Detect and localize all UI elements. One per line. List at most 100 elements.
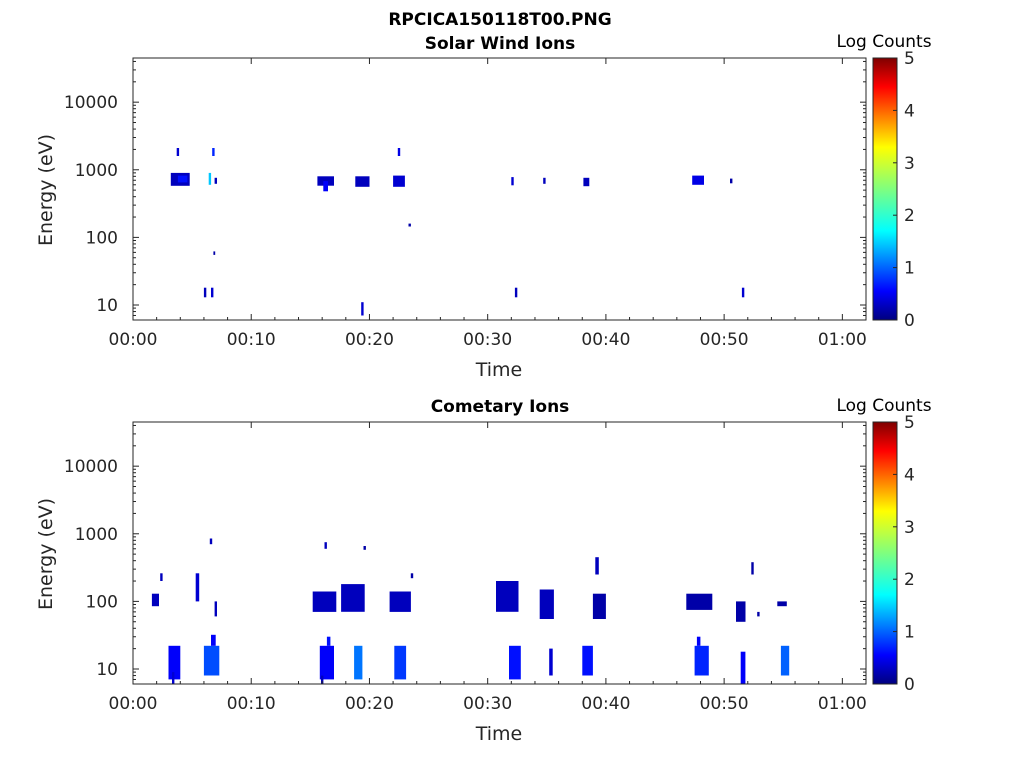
heatmap-cell <box>777 601 787 607</box>
colorbar-ticks: 0 1 2 3 4 5 <box>893 413 915 695</box>
heatmap-cell <box>168 645 181 680</box>
heatmap-cells <box>151 538 790 684</box>
colorbar-label: Log Counts <box>836 396 931 416</box>
x-tick-label: 00:20 <box>345 694 394 714</box>
heatmap-cell <box>583 177 590 187</box>
heatmap-cell <box>410 573 414 579</box>
y-tick-label: 100 <box>86 228 118 248</box>
colorbar-tick-label: 0 <box>904 675 915 695</box>
colorbar-tick-label: 3 <box>904 518 915 538</box>
y-axis-label: Energy (eV) <box>35 498 57 610</box>
y-axis: 10 100 1000 10000 <box>64 424 866 685</box>
heatmap-cell <box>211 634 216 646</box>
heatmap-cell <box>543 177 546 184</box>
plot-frame <box>132 57 867 321</box>
heatmap-cell <box>509 645 521 680</box>
x-tick-label: 00:30 <box>463 694 512 714</box>
heatmap-cell <box>757 611 760 617</box>
heatmap-cell <box>363 546 366 550</box>
heatmap-cell <box>323 181 328 192</box>
heatmap-cell <box>151 593 159 607</box>
x-tick-label: 00:10 <box>227 694 276 714</box>
heatmap-cell <box>751 562 754 575</box>
heatmap-cell <box>780 645 790 676</box>
heatmap-cell <box>686 593 713 610</box>
x-axis: 00:00 00:10 00:20 00:30 00:40 00:50 01:00 <box>109 422 867 714</box>
x-axis: 00:00 00:10 00:20 00:30 00:40 00:50 01:00 <box>109 58 867 350</box>
colorbar-tick-label: 1 <box>904 623 915 643</box>
heatmap-cell <box>324 542 327 549</box>
y-tick-label: 10000 <box>64 457 118 477</box>
heatmap-cell <box>736 601 746 622</box>
heatmap-cell <box>692 175 704 185</box>
x-axis-label: Time <box>475 723 523 745</box>
heatmap-cell <box>195 573 200 602</box>
colorbar-tick-label: 1 <box>904 259 915 279</box>
colorbar-tick-label: 0 <box>904 311 915 331</box>
heatmap-cell <box>341 584 365 612</box>
heatmap-cell <box>511 177 514 186</box>
x-tick-label: 00:20 <box>345 330 394 350</box>
colorbar-tick-label: 4 <box>904 101 915 121</box>
y-tick-label: 1000 <box>75 161 118 181</box>
heatmap-cell <box>496 581 519 612</box>
x-tick-label: 01:00 <box>818 330 867 350</box>
heatmap-cell <box>321 675 324 684</box>
heatmap-cell <box>203 645 220 676</box>
x-tick-label: 00:30 <box>463 330 512 350</box>
panel-solar-wind: Solar Wind Ions 00:00 00:10 00:20 00:30 00:4… <box>35 32 932 381</box>
x-tick-label: 01:00 <box>818 694 867 714</box>
heatmap-cell <box>355 176 370 187</box>
colorbar-tick-label: 5 <box>904 413 915 433</box>
heatmap-cell <box>730 178 733 184</box>
x-axis-label: Time <box>475 359 523 381</box>
heatmap-cell <box>595 557 599 575</box>
heatmap-cell <box>694 645 709 676</box>
x-tick-label: 00:40 <box>581 694 630 714</box>
colorbar-tick-label: 5 <box>904 49 915 69</box>
plot-frame <box>132 421 867 685</box>
heatmap-cell <box>208 172 212 185</box>
y-tick-label: 10000 <box>64 93 118 113</box>
x-tick-label: 00:40 <box>581 330 630 350</box>
colorbar-label: Log Counts <box>836 32 931 52</box>
heatmap-cell <box>582 645 593 676</box>
heatmap-cell <box>741 287 745 298</box>
heatmap-cell <box>317 176 334 186</box>
heatmap-cell <box>393 175 405 187</box>
x-tick-label: 00:50 <box>700 330 749 350</box>
heatmap-cell <box>312 591 337 612</box>
y-tick-label: 10 <box>96 660 118 680</box>
x-tick-label: 00:00 <box>109 330 158 350</box>
colorbar-tick-label: 2 <box>904 570 915 590</box>
panel-title: Solar Wind Ions <box>425 34 576 54</box>
heatmap-cell <box>214 601 217 617</box>
heatmap-cell <box>214 177 217 184</box>
heatmap-cells <box>170 148 745 316</box>
heatmap-cell <box>326 636 331 646</box>
heatmap-cell <box>212 148 215 156</box>
heatmap-cell <box>361 302 364 316</box>
x-tick-label: 00:00 <box>109 694 158 714</box>
heatmap-cell <box>213 251 216 255</box>
heatmap-cell <box>539 589 554 619</box>
panel-cometary: Cometary Ions 00:00 00:10 00:20 00:30 00:40 0… <box>35 396 932 745</box>
x-tick-label: 00:10 <box>227 330 276 350</box>
heatmap-cell <box>740 651 746 684</box>
colorbar-tick-label: 3 <box>904 154 915 174</box>
panel-title: Cometary Ions <box>431 397 570 417</box>
heatmap-cell <box>408 223 411 227</box>
heatmap-cell <box>354 645 363 680</box>
y-axis-label: Energy (eV) <box>35 134 57 246</box>
heatmap-cell <box>389 591 411 612</box>
y-axis: 10 100 1000 10000 <box>64 60 866 321</box>
figure-title: RPCICA150118T00.PNG <box>388 10 611 30</box>
heatmap-cell <box>209 538 213 545</box>
heatmap-cell <box>319 645 334 680</box>
y-tick-label: 100 <box>86 592 118 612</box>
colorbar-ticks: 0 1 2 3 4 5 <box>893 49 915 331</box>
colorbar-tick-label: 4 <box>904 465 915 485</box>
heatmap-cell <box>203 287 207 298</box>
colorbar <box>872 57 898 321</box>
